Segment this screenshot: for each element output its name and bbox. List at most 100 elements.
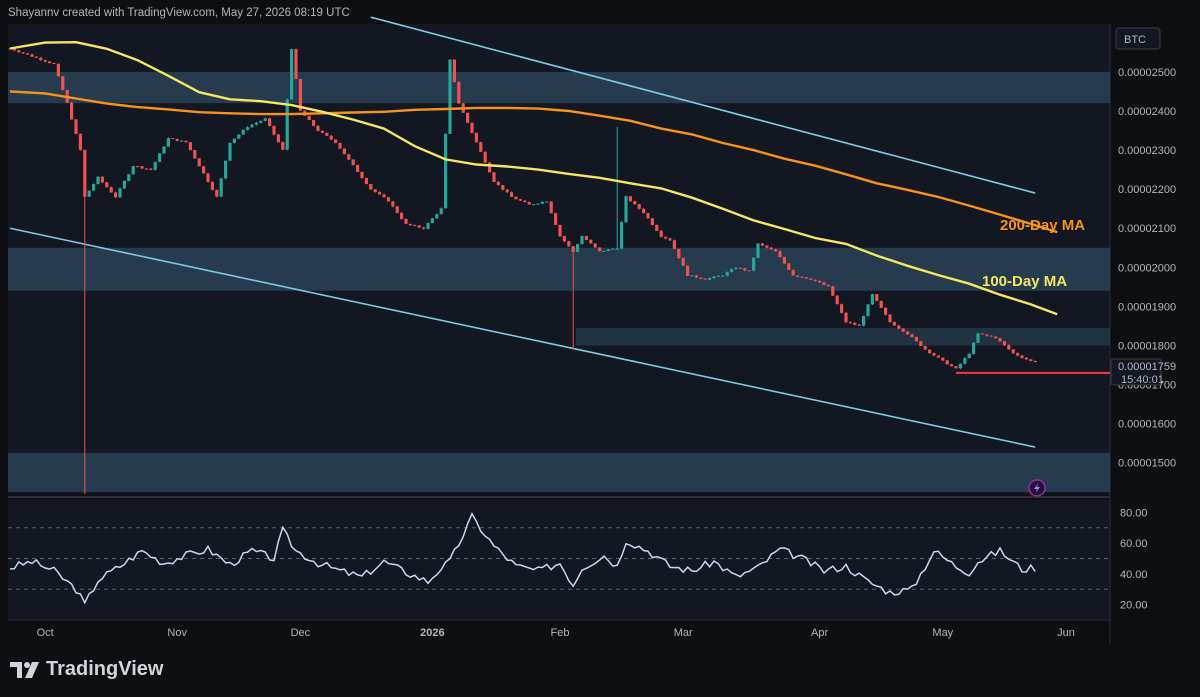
- candle: [153, 161, 157, 171]
- candle-body: [426, 222, 430, 229]
- time-axis[interactable]: Oct Nov Dec 2026 Feb Mar Apr May Jun: [37, 627, 1075, 639]
- candle-body: [567, 241, 571, 247]
- candle-body: [963, 358, 967, 364]
- candle: [171, 137, 175, 140]
- candle-body: [782, 257, 786, 264]
- candle: [686, 265, 690, 277]
- candle-body: [391, 201, 395, 207]
- candle-body: [109, 187, 113, 193]
- candle: [853, 322, 857, 326]
- candle-body: [523, 200, 527, 203]
- candle-body: [219, 178, 223, 197]
- candle: [536, 203, 540, 205]
- candle-body: [518, 199, 522, 201]
- candle: [435, 213, 439, 220]
- candle: [34, 56, 38, 58]
- candle-body: [162, 146, 166, 154]
- candle: [391, 200, 395, 208]
- candle-body: [386, 197, 390, 202]
- candle-body: [118, 188, 122, 198]
- candle: [690, 275, 694, 277]
- time-tick-label: Jun: [1057, 627, 1075, 639]
- candle: [791, 269, 795, 276]
- candle-body: [329, 135, 333, 140]
- candle-body: [158, 153, 162, 162]
- candle-body: [738, 267, 742, 269]
- candle-body: [642, 208, 646, 214]
- candle: [87, 190, 91, 197]
- candle: [963, 357, 967, 365]
- candle: [48, 61, 52, 64]
- candle: [364, 177, 368, 185]
- candle-body: [52, 63, 56, 65]
- candle-body: [862, 316, 866, 326]
- candle-body: [448, 59, 452, 134]
- candle-body: [105, 182, 109, 188]
- candle-body: [958, 363, 962, 369]
- candle-body: [884, 307, 888, 315]
- candle-body: [285, 99, 289, 150]
- candle-body: [404, 218, 408, 224]
- candle-body: [378, 192, 382, 195]
- candle: [734, 267, 738, 270]
- candle-body: [259, 120, 263, 123]
- candle-body: [439, 208, 443, 215]
- candle-body: [950, 364, 954, 367]
- candle: [1020, 354, 1024, 359]
- candle: [96, 176, 100, 185]
- candle-body: [866, 304, 870, 317]
- current-price-label: 0.00001759 15:40:01: [1110, 358, 1176, 386]
- candle: [580, 235, 584, 245]
- lightning-icon[interactable]: [1028, 479, 1046, 497]
- candle-body: [554, 213, 558, 225]
- candle: [395, 206, 399, 214]
- candle: [765, 245, 769, 249]
- candle: [426, 222, 430, 230]
- candle-body: [804, 277, 808, 279]
- current-price-value: 0.00001759: [1118, 361, 1176, 373]
- price-tick-label: 0.00001500: [1118, 458, 1176, 470]
- candle: [668, 237, 672, 241]
- candle: [285, 98, 289, 151]
- candle: [743, 267, 747, 272]
- price-axis[interactable]: 0.00002500 0.00002400 0.00002300 0.00002200…: [1118, 67, 1176, 470]
- symbol-badge[interactable]: BTC: [1115, 27, 1161, 50]
- price-tick-label: 0.00002100: [1118, 223, 1176, 235]
- candle-body: [320, 130, 324, 133]
- candle-body: [923, 346, 927, 350]
- candle-body: [989, 335, 993, 337]
- candle-body: [272, 125, 276, 135]
- candle: [800, 276, 804, 279]
- candle-body: [417, 225, 421, 228]
- candle: [109, 186, 113, 193]
- candle: [677, 248, 681, 259]
- candle: [606, 249, 610, 252]
- candle: [760, 242, 764, 247]
- candle: [994, 336, 998, 339]
- candle-body: [967, 353, 971, 359]
- candle-body: [70, 102, 74, 120]
- candle: [892, 321, 896, 326]
- candle: [633, 200, 637, 205]
- candle: [664, 236, 668, 240]
- candle-body: [545, 201, 549, 203]
- candle: [756, 243, 760, 259]
- candle: [492, 172, 496, 183]
- candle-body: [12, 48, 16, 51]
- candle: [866, 304, 870, 317]
- candle-body: [413, 225, 417, 227]
- candle: [210, 181, 214, 191]
- candle-body: [743, 268, 747, 271]
- candle-body: [901, 328, 905, 332]
- candle-body: [408, 223, 412, 226]
- candle-body: [215, 189, 219, 197]
- candle-body: [822, 282, 826, 285]
- rsi-layer: [8, 512, 1110, 605]
- candle-body: [633, 201, 637, 205]
- candle-body: [356, 165, 360, 172]
- candle-body: [276, 134, 280, 143]
- candle: [919, 341, 923, 347]
- candle-body: [294, 49, 298, 79]
- rsi-tick-label: 20.00: [1120, 600, 1148, 612]
